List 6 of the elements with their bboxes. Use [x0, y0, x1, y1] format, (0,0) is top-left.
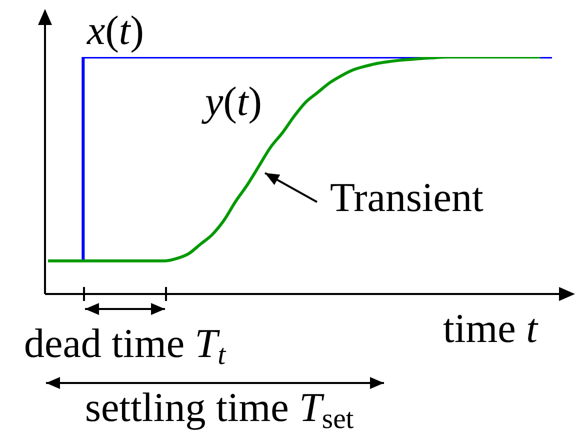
text: dead time T$_{t}$ [24, 320, 227, 372]
series-label: y(t) [201, 78, 262, 124]
series-label: x(t) [86, 7, 144, 53]
x-axis-title: time t [443, 305, 540, 351]
annotation: Transient [330, 174, 484, 220]
text: settling time T$_{set}$ [85, 384, 354, 434]
